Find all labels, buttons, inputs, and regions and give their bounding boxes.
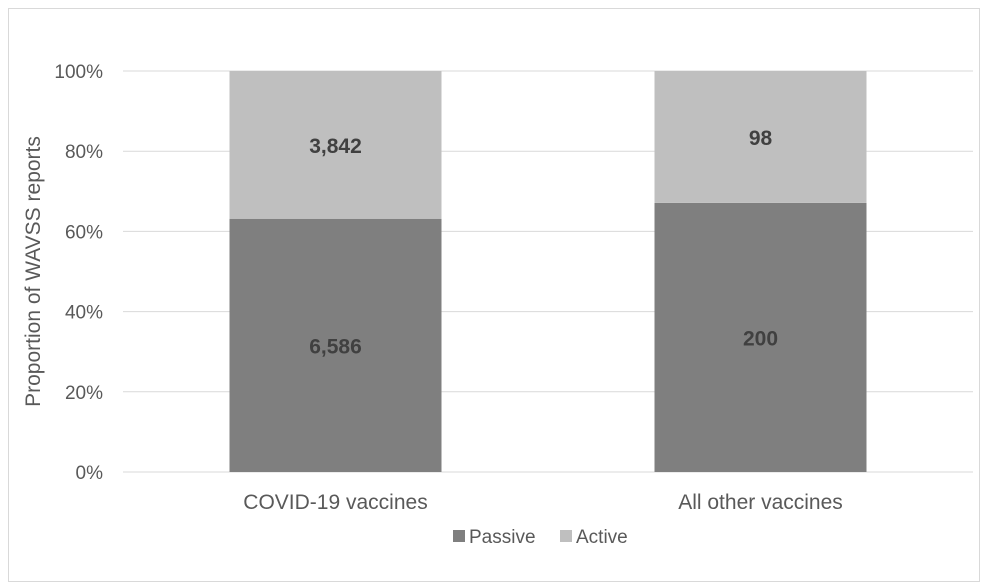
y-tick-label: 60% <box>65 222 103 243</box>
bar-active-0 <box>229 71 442 219</box>
bar-passive-1 <box>654 202 867 472</box>
y-tick-label: 80% <box>65 142 103 163</box>
data-label: 6,586 <box>309 335 362 358</box>
data-label: 3,842 <box>309 135 362 158</box>
data-label: 98 <box>749 127 773 150</box>
y-axis-title: Proportion of WAVSS reports <box>22 136 45 407</box>
legend-label-passive: Passive <box>469 527 536 548</box>
y-tick-label: 40% <box>65 303 103 324</box>
x-category-label: COVID-19 vaccines <box>243 491 427 514</box>
legend-swatch-active <box>560 530 572 542</box>
y-tick-label: 100% <box>54 62 103 83</box>
data-label: 200 <box>743 327 778 350</box>
legend-label-active: Active <box>576 527 628 548</box>
bar-passive-0 <box>229 218 442 472</box>
x-category-label: All other vaccines <box>678 491 843 514</box>
legend-swatch-passive <box>453 530 465 542</box>
bar-active-1 <box>654 71 867 203</box>
y-tick-label: 0% <box>76 463 104 484</box>
y-tick-label: 20% <box>65 383 103 404</box>
